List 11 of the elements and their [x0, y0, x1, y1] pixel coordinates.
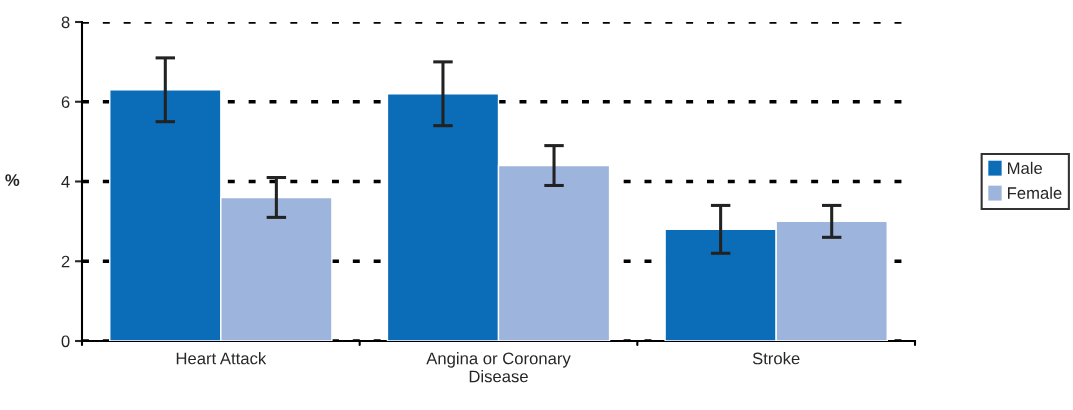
- y-tick-label: 0: [61, 335, 70, 348]
- y-tick-label: 8: [61, 16, 70, 29]
- legend-label: Female: [1008, 186, 1062, 199]
- y-tick-label: 2: [61, 255, 70, 268]
- x-tick-label: Heart Attack: [176, 352, 267, 365]
- legend-label: Male: [1008, 161, 1043, 175]
- y-tick-label: 4: [61, 176, 70, 188]
- y-axis-title: %: [5, 174, 20, 186]
- y-tick-label: 6: [61, 96, 70, 108]
- x-tick-label: Stroke: [752, 352, 800, 365]
- x-tick-label: Angina or Coronary Disease: [426, 352, 571, 383]
